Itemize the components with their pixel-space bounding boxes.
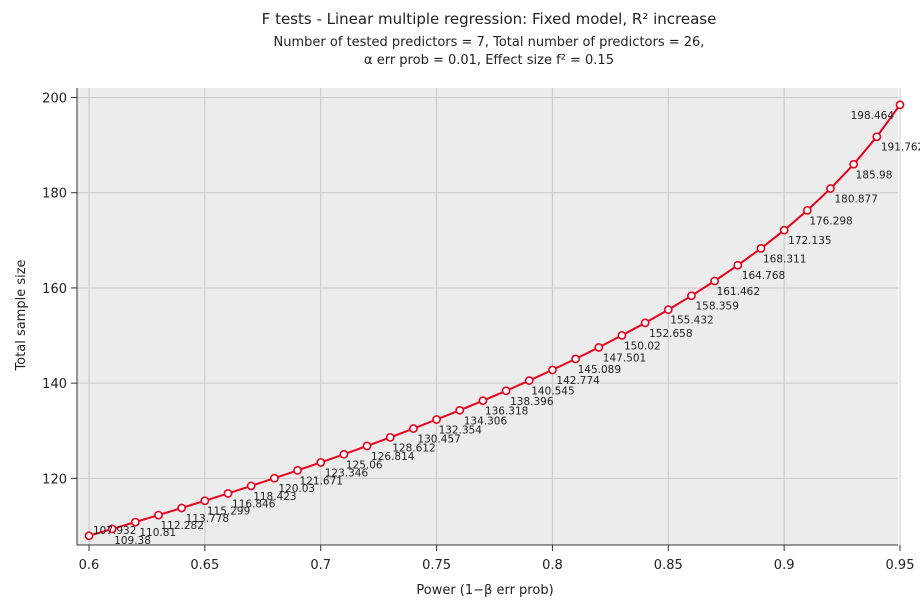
data-point: [779, 225, 789, 235]
data-point: [594, 343, 604, 352]
data-label: 185.98: [856, 169, 893, 181]
x-tick-label: 0.65: [190, 558, 219, 573]
data-point: [710, 276, 720, 286]
data-point: [154, 510, 163, 520]
data-point: [432, 415, 441, 424]
data-point: [663, 305, 673, 315]
data-label: 134.306: [464, 415, 508, 427]
data-point: [385, 432, 395, 442]
data-point: [269, 473, 279, 483]
data-point: [756, 243, 766, 253]
data-label: 112.282: [161, 520, 204, 532]
x-tick-label: 0.6: [79, 558, 100, 573]
data-point: [130, 517, 140, 527]
y-tick-label: 180: [42, 187, 67, 202]
x-tick-label: 0.8: [542, 558, 563, 573]
x-tick-label: 0.75: [422, 558, 451, 573]
data-point: [895, 100, 905, 110]
data-label: 142.774: [556, 375, 600, 387]
data-label: 158.359: [695, 301, 738, 313]
data-label: 116.846: [232, 498, 276, 510]
data-point: [177, 503, 187, 513]
y-tick-label: 160: [42, 282, 67, 297]
x-tick-label: 0.85: [654, 558, 683, 573]
plot-area: [77, 88, 898, 545]
data-point: [849, 159, 859, 169]
data-point: [548, 365, 557, 375]
data-point: [478, 396, 488, 406]
data-label: 110.81: [139, 527, 176, 539]
data-point: [339, 449, 349, 459]
data-label: 152.658: [649, 328, 692, 340]
y-tick-label: 140: [42, 377, 67, 392]
data-label: 113.778: [186, 513, 229, 525]
data-point: [640, 318, 650, 328]
data-point: [501, 386, 511, 396]
chart-subtitle-line-1: Number of tested predictors = 7, Total n…: [274, 35, 705, 50]
data-label: 161.462: [717, 286, 760, 298]
data-label: 164.768: [742, 270, 785, 282]
data-point: [316, 458, 326, 467]
data-label: 121.671: [300, 475, 343, 487]
y-axis-title: Total sample size: [14, 259, 29, 371]
data-point: [455, 405, 465, 415]
data-point: [524, 376, 534, 385]
data-point: [246, 481, 256, 491]
data-point: [617, 331, 627, 340]
data-label: 140.545: [531, 386, 574, 398]
data-point: [872, 132, 882, 142]
data-point: [362, 441, 372, 451]
data-label: 147.501: [603, 352, 646, 364]
data-label: 118.423: [253, 491, 296, 503]
data-label: 107.932: [93, 525, 136, 537]
data-label: 123.346: [325, 467, 369, 479]
y-tick-label: 200: [42, 92, 67, 107]
chart-title: F tests - Linear multiple regression: Fi…: [262, 10, 717, 28]
data-label: 120.03: [278, 483, 315, 495]
data-label: 176.298: [809, 215, 852, 227]
data-point: [107, 524, 117, 534]
data-point: [293, 465, 302, 475]
data-labels: 107.932109.38110.81112.282113.778115.299…: [93, 110, 920, 547]
data-point: [733, 260, 743, 270]
grid: [77, 88, 901, 545]
data-label: 168.311: [763, 253, 806, 265]
data-point: [802, 205, 812, 215]
y-tick-label: 120: [42, 472, 67, 487]
data-label: 128.612: [392, 442, 435, 454]
data-point: [687, 291, 696, 301]
data-label: 138.396: [510, 396, 554, 408]
data-label: 198.464: [851, 110, 895, 122]
data-point: [826, 184, 835, 193]
data-label: 115.299: [207, 506, 250, 518]
data-point: [571, 354, 580, 364]
data-label: 136.318: [485, 406, 528, 418]
data-point: [408, 424, 418, 433]
data-label: 191.762: [881, 142, 920, 154]
data-point: [84, 531, 94, 541]
data-label: 145.089: [578, 364, 621, 376]
data-label: 130.457: [417, 434, 460, 446]
axes: 0.6 0.65 0.7 0.75 0.8 0.85 0.9 0.95 120 140 160 180…: [42, 88, 914, 573]
data-point: [200, 496, 210, 506]
chart-subtitle-line-2: α err prob = 0.01, Effect size f² = 0.15: [364, 53, 614, 68]
x-axis-title: Power (1−β err prob): [416, 583, 553, 598]
data-label: 132.354: [439, 425, 483, 437]
x-tick-label: 0.7: [310, 558, 331, 573]
data-label: 125.06: [346, 459, 383, 471]
data-label: 172.135: [788, 235, 831, 247]
x-tick-label: 0.9: [774, 558, 795, 573]
data-label: 126.814: [371, 451, 415, 463]
data-point: [223, 488, 233, 498]
series-power-curve: [84, 100, 905, 541]
data-label: 180.877: [834, 194, 877, 206]
data-label: 109.38: [114, 535, 151, 547]
data-label: 155.432: [670, 315, 713, 327]
x-tick-label: 0.95: [886, 558, 915, 573]
data-label: 150.02: [624, 340, 661, 352]
